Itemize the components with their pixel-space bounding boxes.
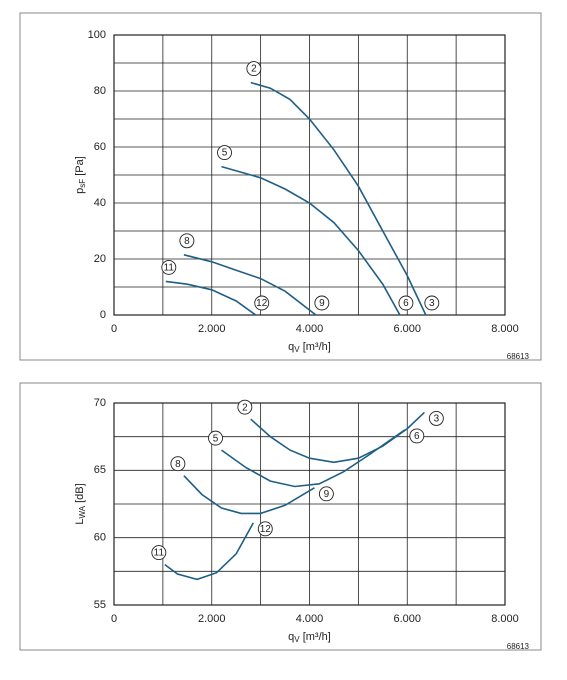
y-axis-title-unit: [Pa]	[74, 156, 86, 179]
curve	[165, 280, 257, 316]
x-tick-label: 6.000	[393, 613, 421, 625]
curve-label-circle	[208, 430, 223, 446]
x-tick-label: 0	[111, 613, 117, 625]
x-axis-title-main: q	[288, 631, 294, 643]
y-tick-label: 65	[94, 464, 106, 476]
curve-label-circle	[409, 428, 425, 444]
y-tick-label: 60	[94, 141, 106, 153]
x-tick-label: 2.000	[198, 323, 226, 335]
x-tick-label: 8.000	[491, 323, 519, 335]
y-tick-label: 55	[94, 599, 106, 611]
x-tick-label: 4.000	[296, 613, 324, 625]
x-axis-title: qV [m³/h]	[288, 631, 331, 644]
y-tick-label: 60	[94, 532, 106, 544]
curve-label-circle	[237, 399, 253, 415]
y-tick-label: 100	[88, 29, 106, 41]
curve-label: 8	[184, 236, 190, 247]
curve-label: 2	[242, 402, 248, 413]
curve-label-circle	[170, 456, 186, 472]
curve-label: 3	[429, 298, 435, 309]
curve-label-circle	[179, 233, 195, 249]
curve-label: 3	[434, 414, 440, 425]
figure-code: 68613	[507, 352, 530, 361]
curve	[183, 475, 315, 515]
curve	[164, 522, 254, 581]
curve-label: 6	[414, 431, 420, 442]
y-axis-title-unit: [dB]	[74, 483, 86, 506]
curve-label-circle	[246, 61, 262, 77]
curve-label-circle	[151, 545, 167, 561]
panel-frame	[19, 12, 542, 361]
y-tick-label: 40	[94, 197, 106, 209]
y-tick-label: 80	[94, 85, 106, 97]
y-axis-title-main: p	[74, 188, 86, 194]
curve-label: 9	[319, 298, 325, 309]
y-tick-label: 0	[100, 309, 106, 321]
y-axis-title: LWA [dB]	[74, 483, 87, 524]
x-tick-label: 6.000	[393, 323, 421, 335]
y-axis-title-sub: sF	[78, 179, 87, 188]
curve-label: 9	[324, 489, 330, 500]
curve-label: 12	[256, 298, 268, 309]
y-tick-label: 20	[94, 253, 106, 265]
curve-label: 5	[213, 433, 219, 444]
x-axis-title-main: q	[288, 341, 294, 353]
curve-label: 2	[251, 64, 257, 75]
curve-label: 6	[403, 298, 409, 309]
curve	[183, 254, 317, 316]
x-tick-label: 0	[111, 323, 117, 335]
plot-frame	[113, 402, 506, 606]
curve-label-circle	[318, 486, 334, 502]
curve-label: 8	[175, 459, 181, 470]
curve-label: 12	[260, 524, 272, 535]
curve	[250, 411, 425, 464]
curve-label-circle	[257, 521, 273, 537]
curve-label-circle	[398, 295, 414, 311]
x-axis-title-sub: V	[294, 345, 300, 354]
y-axis-title: psF [Pa]	[74, 156, 87, 194]
x-axis-title: qV [m³/h]	[288, 341, 331, 354]
curve-label-circle	[217, 145, 232, 161]
y-axis-title-main: L	[74, 519, 86, 525]
x-axis-title-unit: [m³/h]	[300, 341, 331, 353]
curve-label: 11	[154, 548, 165, 559]
x-tick-label: 2.000	[198, 613, 226, 625]
x-axis-title-unit: [m³/h]	[300, 631, 331, 643]
plot-frame	[113, 34, 506, 316]
curve-label-circle	[428, 410, 444, 426]
curve	[250, 81, 427, 316]
y-axis-title-sub: WA	[78, 505, 87, 518]
curve-label-circle	[161, 259, 177, 275]
curve	[221, 165, 401, 316]
x-tick-label: 8.000	[491, 613, 519, 625]
curve-label-circle	[424, 295, 440, 311]
curve-label-circle	[314, 295, 330, 311]
curve-label: 11	[164, 263, 175, 274]
x-tick-label: 4.000	[296, 323, 324, 335]
y-tick-label: 70	[94, 397, 106, 409]
curve-label: 5	[222, 148, 228, 159]
figure-code: 68613	[507, 642, 530, 651]
curve	[221, 429, 406, 488]
x-axis-title-sub: V	[294, 635, 300, 644]
curve-label-circle	[254, 295, 270, 311]
panel-frame	[19, 382, 542, 651]
